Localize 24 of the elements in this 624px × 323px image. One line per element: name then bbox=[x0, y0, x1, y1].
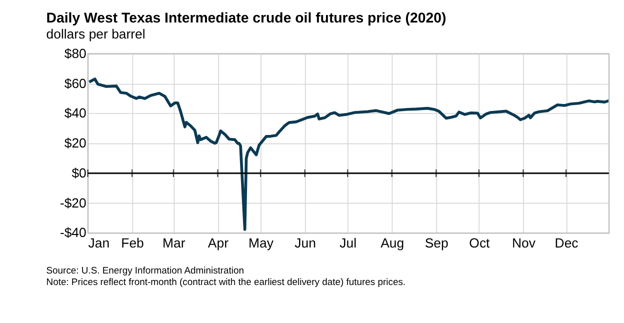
x-tick-label: Sep bbox=[424, 236, 448, 251]
x-tick-label: Oct bbox=[469, 236, 490, 251]
line-series bbox=[88, 78, 610, 231]
x-tick-label: Nov bbox=[512, 236, 536, 251]
y-tick-label: $40 bbox=[64, 106, 86, 121]
x-tick-label: May bbox=[248, 236, 274, 251]
x-tick-label: Jun bbox=[294, 236, 316, 251]
x-tick-label: Dec bbox=[554, 236, 579, 251]
x-tick-label: Jan bbox=[88, 236, 110, 251]
text: Note: Prices reflect front-month (contract with the earliest delivery date) futures prices. bbox=[46, 276, 406, 288]
y-tick-label: $60 bbox=[64, 76, 86, 91]
x-tick-label: Feb bbox=[121, 236, 144, 251]
y-tick-label: $20 bbox=[64, 136, 86, 151]
y-tick-label: $80 bbox=[64, 46, 86, 61]
y-axis-title: dollars per barrel bbox=[46, 26, 146, 42]
y-tick-label: -$40 bbox=[60, 225, 86, 240]
source-note: Source: U.S. Energy Information Administration bbox=[46, 266, 244, 277]
x-tick-label: Jul bbox=[340, 236, 357, 251]
x-tick-label: Mar bbox=[162, 236, 186, 251]
y-tick-label: $0 bbox=[72, 165, 86, 180]
chart-title: Daily West Texas Intermediate crude oil futures price (2020) bbox=[46, 10, 446, 26]
y-tick-label: -$20 bbox=[60, 195, 86, 210]
x-tick-label: Apr bbox=[208, 236, 230, 251]
x-tick-label: Aug bbox=[380, 236, 404, 251]
